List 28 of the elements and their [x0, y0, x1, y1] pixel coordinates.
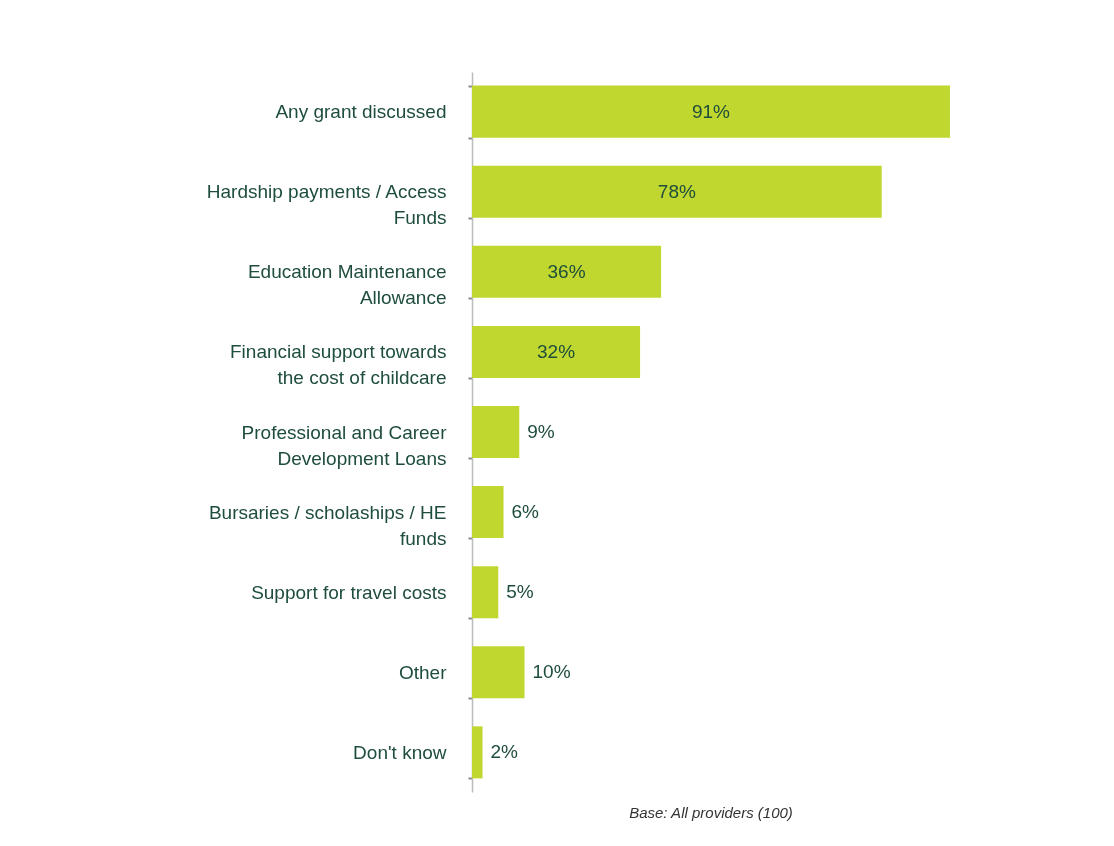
y-tick-label: Any grant discussed: [275, 101, 447, 123]
bar: [472, 245, 662, 298]
data-label: 91%: [691, 100, 731, 122]
data-label: 5%: [506, 581, 534, 603]
data-label: 10%: [532, 661, 571, 683]
y-tick-label: Financial support towards the cost of childcare: [230, 341, 447, 389]
y-tick-label: Don't know: [353, 741, 447, 763]
y-tick-label: Bursaries / scholaships / HE funds: [208, 501, 447, 549]
data-label: 36%: [547, 260, 586, 282]
data-label: 6%: [511, 501, 540, 523]
bar: [472, 486, 504, 539]
y-tick-label: Education Maintenance Allowance: [247, 261, 447, 309]
data-label: 32%: [537, 340, 576, 362]
bar: [472, 566, 499, 619]
y-tick-label: Hardship payments / Access Funds: [206, 181, 447, 229]
data-label: 9%: [527, 421, 555, 442]
y-tick-label: Support for travel costs: [251, 581, 447, 603]
bar: [472, 165, 882, 218]
bar: [472, 85, 950, 138]
bar: [472, 325, 641, 378]
y-tick-label: Other: [398, 661, 448, 683]
bar: [472, 405, 520, 459]
bar: [472, 726, 483, 779]
bar: [472, 646, 525, 699]
text: Base: All providers (100): [629, 804, 793, 821]
y-tick-label: Professional and Career Development Loans: [241, 421, 448, 469]
data-label: 78%: [657, 180, 696, 202]
data-label: 2%: [490, 741, 519, 763]
